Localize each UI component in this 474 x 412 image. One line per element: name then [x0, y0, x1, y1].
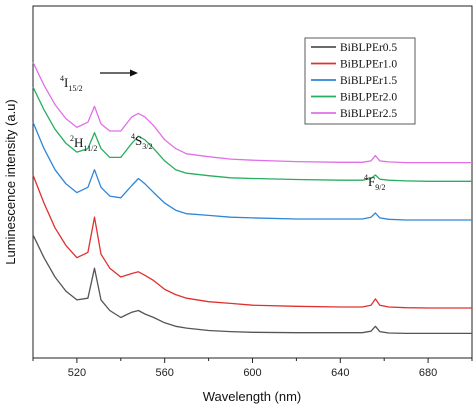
x-tick-label: 600: [243, 367, 261, 379]
arrow-right-icon: [100, 69, 138, 77]
legend-label: BiBLPEr1.5: [340, 75, 397, 87]
series-line-biblper1-5: [32, 121, 472, 221]
series-line-biblper0-5: [32, 234, 472, 335]
legend-label: BiBLPEr2.0: [340, 92, 397, 104]
legend: BiBLPEr0.5 BiBLPEr1.0 BiBLPEr1.5 BiBLPEr2.0…: [304, 37, 416, 125]
legend-label: BiBLPEr1.0: [340, 59, 397, 71]
x-axis-title: Wavelength (nm): [203, 389, 302, 404]
series-line-biblper2-0: [32, 86, 472, 182]
x-tick-label: 680: [419, 367, 437, 379]
x-axis-ticks: 520 560 600 640 680: [32, 358, 473, 379]
annotation-4i15-2: 4I15/2: [60, 74, 83, 93]
y-axis-title: Luminescence intensity (a.u): [3, 99, 18, 264]
series-line-biblper1-0: [32, 174, 472, 309]
x-tick-label: 520: [68, 367, 86, 379]
series-layer: [32, 62, 472, 335]
legend-box: [304, 37, 416, 125]
annotations: 4I15/2 2H11/2 4S3/2 4F9/2: [60, 69, 385, 192]
legend-label: BiBLPEr0.5: [340, 42, 397, 54]
x-tick-label: 560: [156, 367, 174, 379]
series-line-biblper2-5: [32, 62, 472, 164]
annotation-2h11-2: 2H11/2: [70, 134, 97, 153]
x-tick-label: 640: [331, 367, 349, 379]
annotation-4f9-2: 4F9/2: [364, 173, 385, 192]
annotation-4s3-2: 4S3/2: [131, 132, 152, 151]
legend-label: BiBLPEr2.5: [340, 108, 397, 120]
